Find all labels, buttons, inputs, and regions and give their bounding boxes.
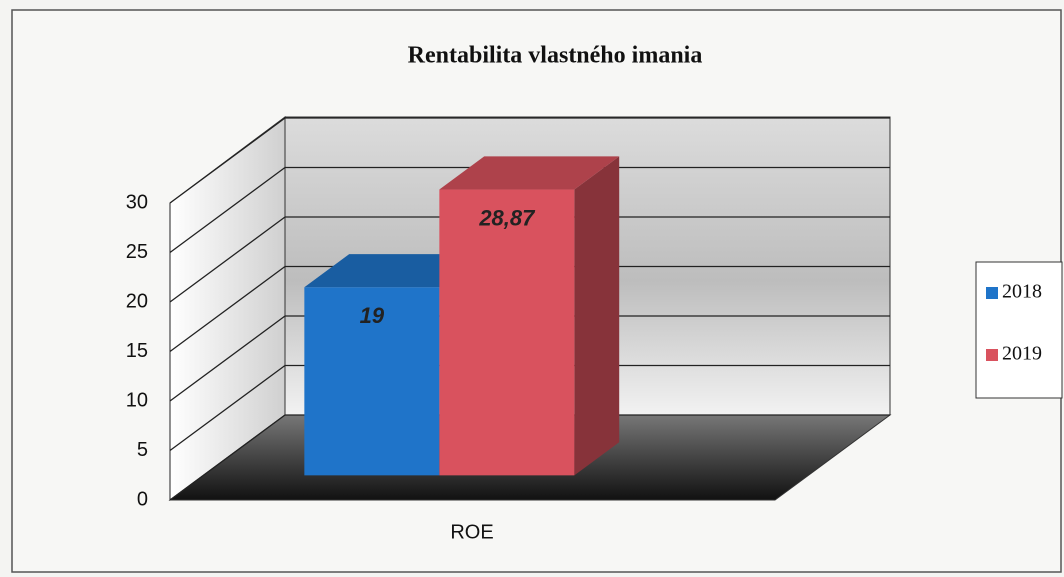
y-tick-label: 30 xyxy=(126,191,148,213)
chart-title: Rentabilita vlastného imania xyxy=(408,43,703,69)
legend-label: 2018 xyxy=(1002,281,1042,303)
grid-line xyxy=(169,414,286,501)
x-tick-label: ROE xyxy=(450,521,493,543)
bar-side xyxy=(574,156,620,476)
legend-swatch xyxy=(986,349,998,361)
y-tick-label: 5 xyxy=(137,439,148,461)
grid-line xyxy=(169,315,286,402)
bar-top xyxy=(439,156,620,190)
bar-top xyxy=(304,254,485,288)
y-tick-label: 15 xyxy=(126,340,148,362)
grid-line xyxy=(169,117,286,204)
y-tick-label: 25 xyxy=(126,241,148,263)
y-tick-label: 20 xyxy=(126,290,148,312)
y-tick-label: 10 xyxy=(126,389,148,411)
grid-line xyxy=(169,216,286,303)
bar xyxy=(439,189,575,476)
y-tick-label: 0 xyxy=(137,488,148,510)
data-label: 28,87 xyxy=(478,205,536,230)
grid-line xyxy=(169,265,286,353)
legend-swatch xyxy=(986,287,998,299)
grid-line xyxy=(169,166,286,254)
legend xyxy=(975,261,1063,399)
bar xyxy=(304,287,440,476)
data-label: 19 xyxy=(360,303,385,328)
grid-line xyxy=(169,364,286,452)
legend-label: 2019 xyxy=(1002,343,1042,365)
